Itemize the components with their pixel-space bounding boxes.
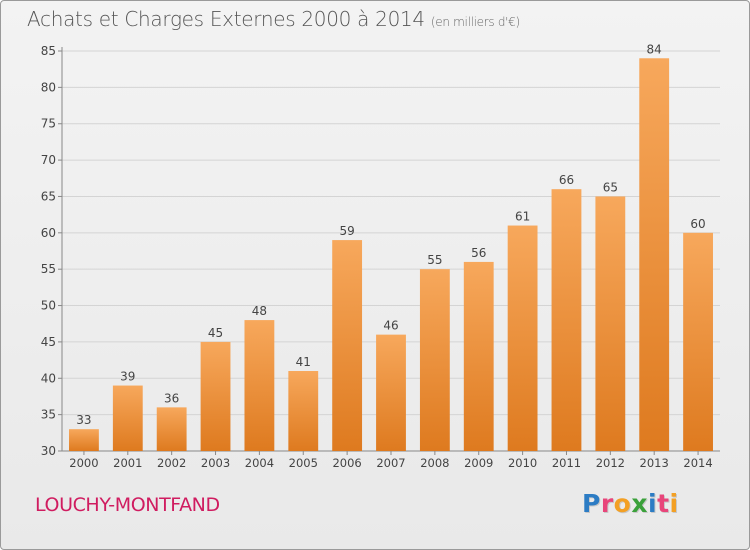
data-label: 66 — [559, 173, 574, 187]
x-tick-label: 2003 — [201, 456, 230, 470]
y-tick-label: 80 — [41, 80, 56, 94]
x-tick-label: 2009 — [464, 456, 493, 470]
y-tick-label: 50 — [41, 299, 56, 313]
y-tick-label: 75 — [41, 117, 56, 131]
data-label: 61 — [515, 210, 530, 224]
data-label: 59 — [339, 224, 354, 238]
x-tick-label: 2010 — [508, 456, 537, 470]
bar — [332, 240, 363, 451]
logo-letter: i — [669, 489, 679, 518]
y-tick-label: 45 — [41, 335, 56, 349]
bar — [419, 269, 450, 451]
data-label: 46 — [383, 319, 398, 333]
bar — [200, 341, 231, 451]
unit-label: (en milliers d'€) — [430, 15, 520, 29]
x-tick-label: 2008 — [420, 456, 449, 470]
bar — [683, 232, 713, 451]
y-tick-label: 85 — [41, 44, 56, 58]
logo-letter: x — [631, 489, 648, 518]
proxiti-logo[interactable]: Proxiti — [582, 489, 679, 518]
chart-title: Achats et Charges Externes 2000 à 2014 (e… — [27, 7, 520, 31]
data-label: 36 — [164, 391, 179, 405]
y-tick-label: 55 — [41, 262, 56, 276]
data-label: 56 — [471, 246, 486, 260]
y-tick-label: 35 — [41, 408, 56, 422]
y-tick-label: 60 — [41, 226, 56, 240]
commune-name: LOUCHY-MONTFAND — [35, 494, 220, 516]
y-tick-label: 30 — [41, 444, 56, 458]
logo-letter: i — [648, 489, 658, 518]
bar — [376, 334, 406, 451]
bar — [595, 196, 626, 451]
x-tick-label: 2007 — [376, 456, 405, 470]
logo-letter: r — [600, 489, 614, 518]
data-label: 33 — [76, 413, 91, 427]
bar — [463, 261, 494, 451]
x-tick-label: 2002 — [157, 456, 186, 470]
x-tick-label: 2006 — [332, 456, 361, 470]
bar — [244, 320, 275, 451]
bar — [112, 385, 143, 451]
y-tick-label: 70 — [41, 153, 56, 167]
data-label: 60 — [690, 217, 705, 231]
x-tick-label: 2001 — [113, 456, 142, 470]
x-tick-label: 2000 — [69, 456, 98, 470]
x-tick-label: 2004 — [245, 456, 274, 470]
y-tick-label: 40 — [41, 371, 56, 385]
data-label: 48 — [252, 304, 267, 318]
x-tick-label: 2012 — [596, 456, 625, 470]
x-tick-label: 2013 — [640, 456, 669, 470]
bar — [288, 371, 319, 451]
data-label: 45 — [208, 326, 223, 340]
x-tick-label: 2005 — [289, 456, 318, 470]
logo-letter: P — [582, 489, 601, 518]
x-tick-label: 2011 — [552, 456, 581, 470]
data-label: 84 — [647, 42, 662, 56]
bar — [156, 407, 187, 451]
y-tick-label: 65 — [41, 189, 56, 203]
bar — [551, 189, 582, 451]
data-label: 41 — [296, 355, 311, 369]
title-text: Achats et Charges Externes 2000 à 2014 — [27, 7, 425, 31]
data-label: 39 — [120, 370, 135, 384]
data-label: 65 — [603, 180, 618, 194]
logo-letter: t — [657, 489, 670, 518]
logo-letter: o — [613, 489, 632, 518]
data-label: 55 — [427, 253, 442, 267]
bar — [507, 225, 538, 451]
bar — [639, 58, 670, 451]
x-tick-label: 2014 — [683, 456, 712, 470]
bar — [69, 429, 99, 451]
